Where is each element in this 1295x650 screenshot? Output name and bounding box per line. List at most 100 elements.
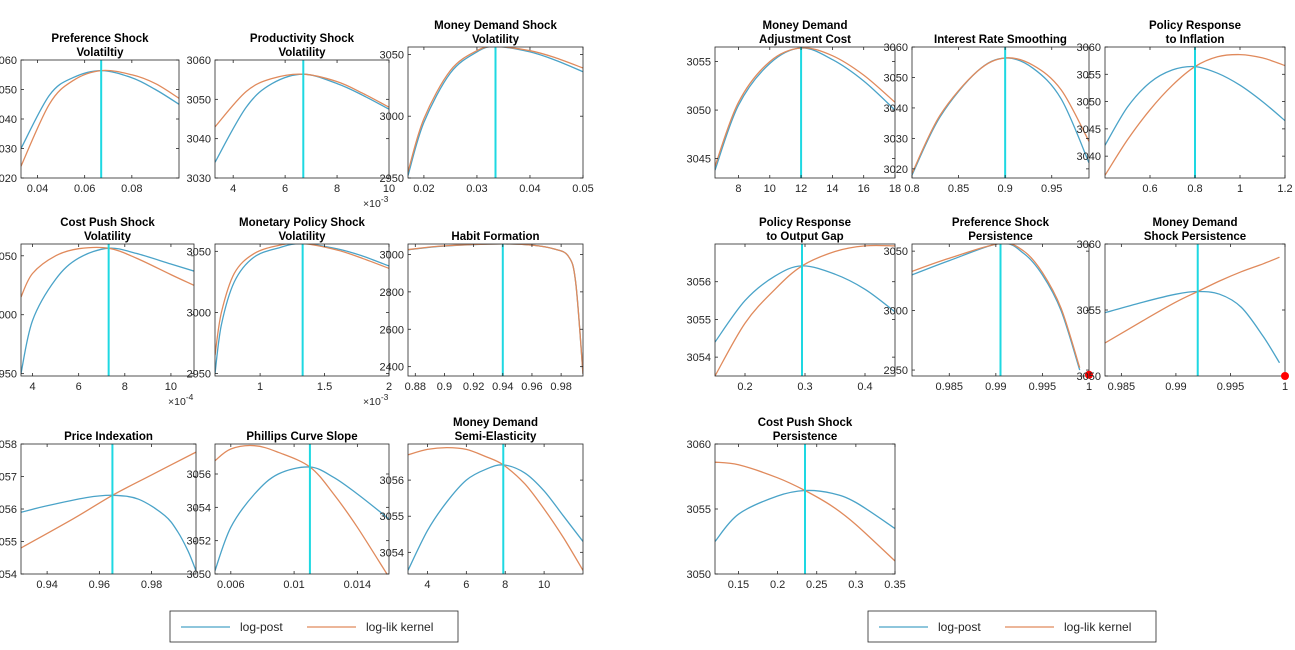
subplot-title: Volatiltiy	[76, 47, 124, 59]
subplot-title: Adjustment Cost	[759, 34, 851, 46]
y-tick-label: 3040	[884, 103, 908, 115]
subplot-7: 4 6 8 10 2950 3000 3050 Cost Push Shock Volatili…	[0, 217, 195, 408]
x-tick-label: 0.98	[550, 381, 571, 393]
subplot-title: Money Demand	[763, 20, 848, 32]
plot-lines	[215, 73, 389, 163]
y-tick-label: 3060	[187, 55, 211, 67]
log-lik-kernel-line	[21, 246, 194, 298]
boundary-dot	[1281, 372, 1289, 380]
y-tick-label: 2950	[380, 173, 404, 185]
y-tick-label: 3050	[187, 569, 211, 581]
x-tick-label: 8	[334, 183, 340, 195]
y-tick-label: 3060	[687, 439, 711, 451]
subplot-16: 0.15 0.2 0.25 0.3 0.35 3050 3055 3060 Cost Push …	[687, 417, 906, 591]
x-tick-label: 12	[795, 183, 807, 195]
log-lik-kernel-line	[715, 47, 895, 167]
plot-lines	[912, 244, 1081, 371]
subplot-title: Phillips Curve Slope	[246, 431, 357, 443]
x-tick-label: 0.03	[466, 183, 487, 195]
y-tick-label: 3050	[187, 94, 211, 106]
subplot-title: Habit Formation	[451, 231, 539, 243]
y-tick-label: 3055	[687, 57, 711, 69]
subplot-title: Interest Rate Smoothing	[934, 34, 1067, 46]
y-tick-label: 3054	[380, 547, 404, 559]
x-tick-label: 6	[282, 183, 288, 195]
subplot-title: Policy Response	[759, 217, 851, 229]
y-tick-label: 3050	[884, 72, 908, 84]
y-tick-label: 3050	[687, 105, 711, 117]
y-tick-label: 3030	[187, 173, 211, 185]
log-lik-kernel-line	[408, 446, 583, 571]
x-tick-label: 10	[165, 381, 177, 393]
subplot-15: 4 6 8 10 3054 3055 3056 Money Demand Semi-Elasti…	[380, 417, 584, 591]
plot-lines	[715, 47, 895, 171]
y-tick-label: 3060	[1077, 42, 1101, 54]
x-tick-label: 6	[463, 579, 469, 591]
log-lik-kernel-line	[215, 444, 388, 574]
x-tick-label: 0.99	[1165, 381, 1186, 393]
x-tick-label: 16	[858, 183, 870, 195]
x-tick-label: 0.3	[797, 381, 812, 393]
x-tick-label: 0.9	[998, 183, 1013, 195]
x-tick-label: 0.95	[1041, 183, 1062, 195]
plot-lines	[912, 57, 1089, 176]
y-tick-label: 3050	[1077, 97, 1101, 109]
log-post-line	[1105, 290, 1281, 364]
subplot-title: Price Indexation	[64, 431, 153, 443]
axes-box	[214, 59, 390, 179]
log-post-line	[21, 247, 194, 374]
subplot-title: Cost Push Shock	[758, 417, 853, 429]
x-tick-label: 10	[764, 183, 776, 195]
plot-lines	[215, 244, 389, 374]
log-lik-kernel-line	[715, 244, 895, 376]
plot-lines	[408, 244, 583, 375]
x-tick-label: 0.98	[141, 579, 162, 591]
y-tick-label: 2800	[380, 287, 404, 299]
axes-box	[407, 243, 584, 377]
y-tick-label: 3057	[0, 472, 17, 484]
x-tick-label: 1	[1237, 183, 1243, 195]
x-tick-label: 0.99	[985, 381, 1006, 393]
y-tick-label: 2600	[380, 324, 404, 336]
log-post-line	[215, 73, 389, 163]
axis-multiplier: ×10-4	[168, 392, 194, 408]
subplot-title: Money Demand	[1153, 217, 1238, 229]
subplot-2: 4 6 8 10 3030 3040 3050 3060 Productivity Shock V…	[187, 33, 396, 210]
x-tick-label: 4	[424, 579, 430, 591]
x-tick-label: 8	[735, 183, 741, 195]
x-tick-label: 0.96	[89, 579, 110, 591]
log-lik-kernel-line	[21, 451, 196, 549]
y-tick-label: 3050	[884, 246, 908, 258]
axes-box	[407, 443, 584, 575]
x-tick-label: 0.35	[884, 579, 905, 591]
x-tick-label: 18	[889, 183, 901, 195]
log-post-line	[215, 244, 389, 374]
y-tick-label: 3054	[0, 569, 17, 581]
x-tick-label: 0.985	[1108, 381, 1136, 393]
x-tick-label: 0.2	[737, 381, 752, 393]
x-tick-label: 10	[538, 579, 550, 591]
log-lik-kernel-line	[408, 244, 583, 375]
y-tick-label: 3055	[687, 504, 711, 516]
subplot-title: Cost Push Shock	[60, 217, 155, 229]
x-tick-label: 1.2	[1277, 183, 1292, 195]
legend-lik-label: log-lik kernel	[366, 620, 433, 634]
y-tick-label: 3050	[0, 85, 17, 97]
y-tick-label: 3000	[380, 249, 404, 261]
x-tick-label: 8	[502, 579, 508, 591]
y-tick-label: 3045	[1077, 124, 1101, 136]
subplot-8: 1 1.5 2 2950 3000 3050 Monetary Policy Shock Vo…	[187, 217, 393, 408]
axes-box	[214, 243, 390, 377]
x-tick-label: 0.006	[217, 579, 245, 591]
axes-box	[20, 443, 197, 575]
y-tick-label: 3050	[0, 251, 17, 263]
x-tick-label: 0.2	[770, 579, 785, 591]
x-tick-label: 1.5	[317, 381, 332, 393]
x-tick-label: 0.04	[519, 183, 540, 195]
plot-lines	[1105, 256, 1281, 364]
subplot-title: Volatility	[84, 231, 132, 243]
x-tick-label: 10	[383, 183, 395, 195]
subplot-title: Policy Response	[1149, 20, 1241, 32]
